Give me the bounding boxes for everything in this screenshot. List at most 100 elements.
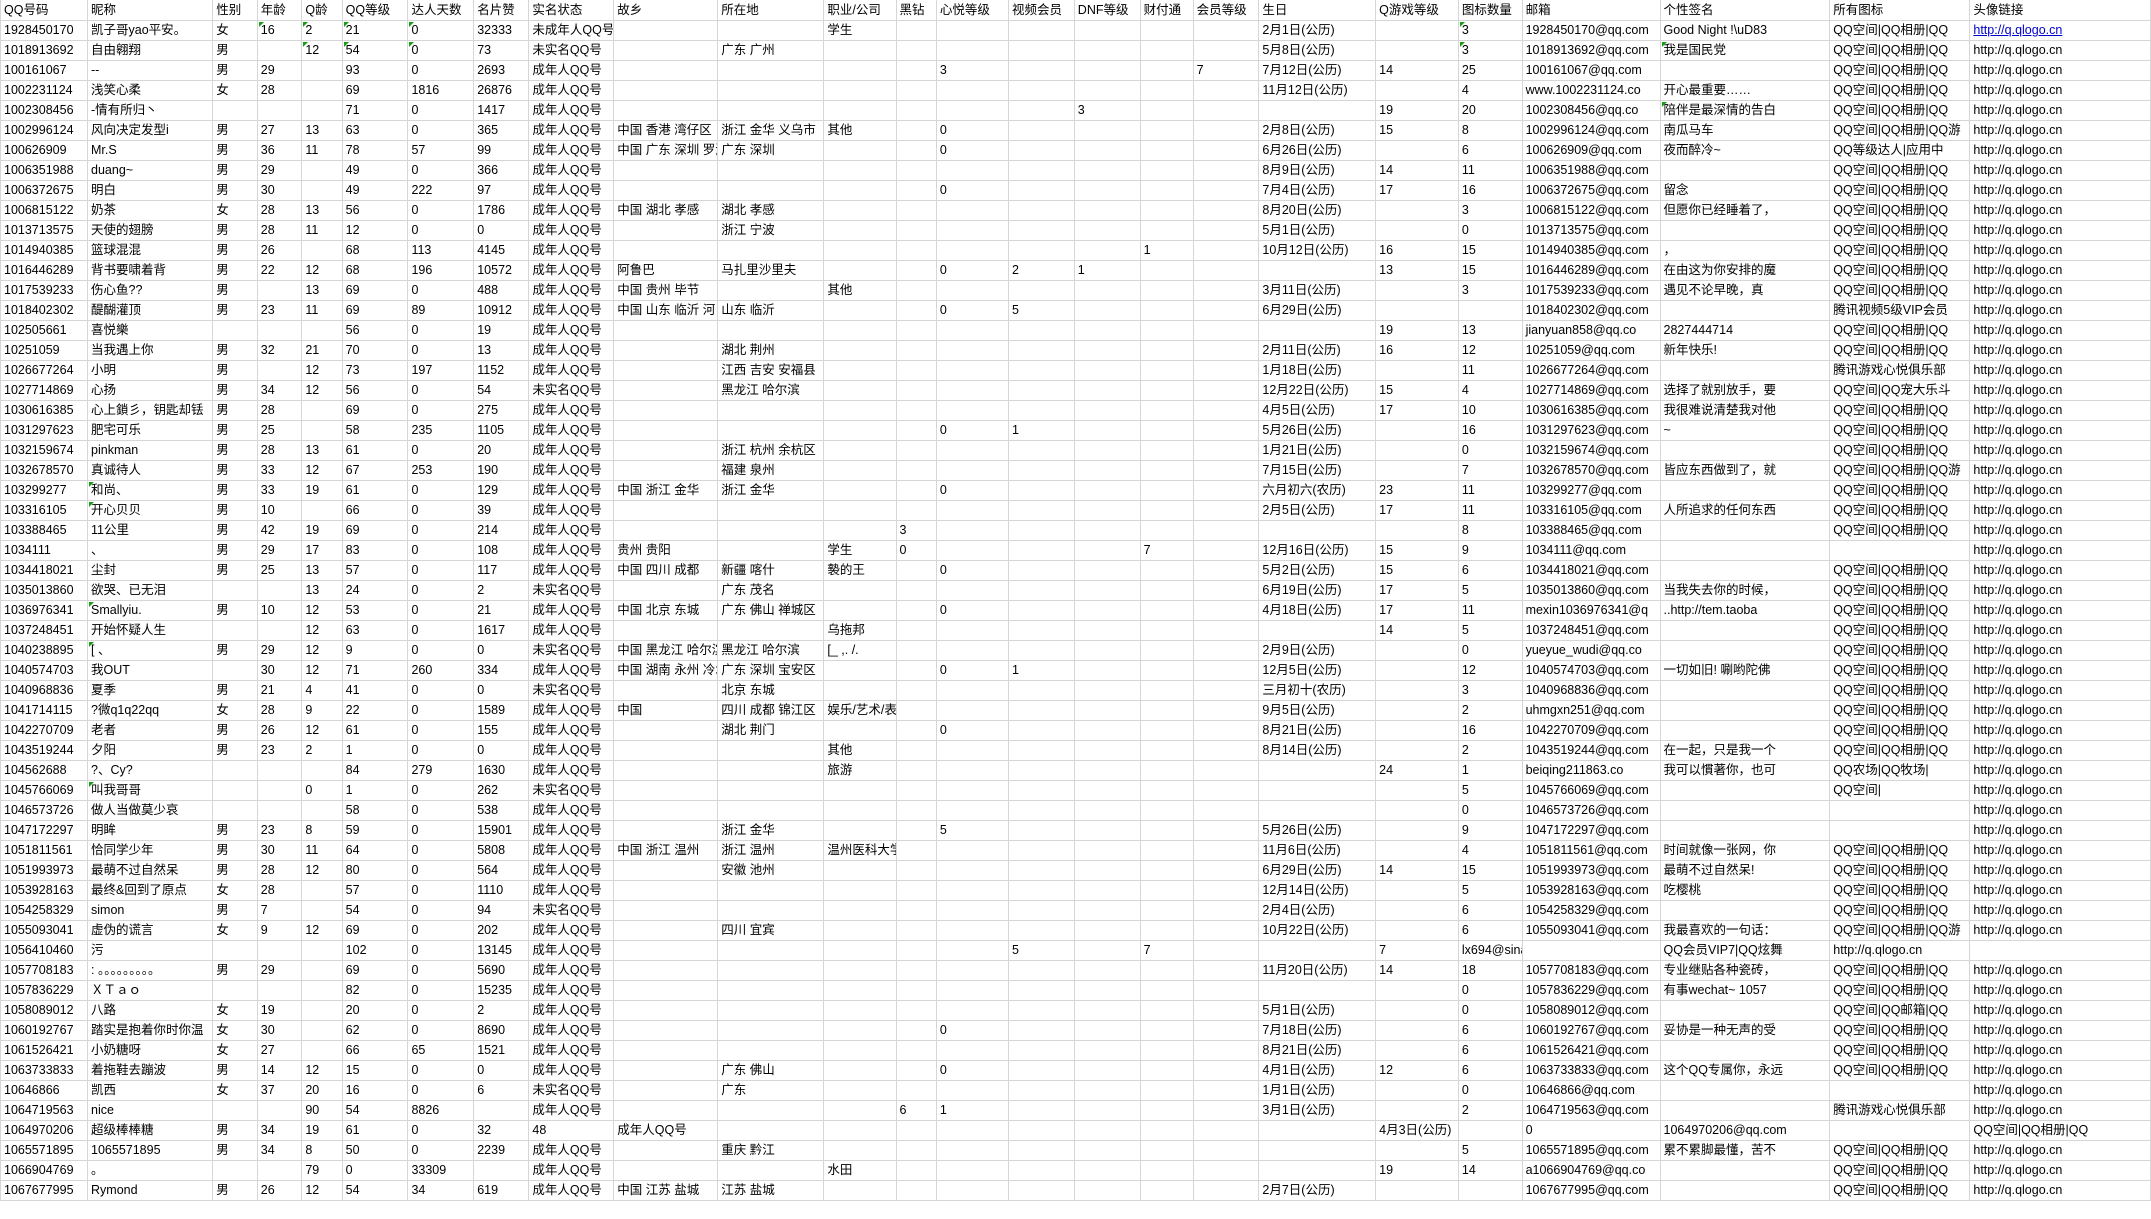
cell-r1-c4[interactable]: 12 <box>301 40 343 61</box>
cell-r16-c8[interactable]: 成年人QQ号 <box>528 340 615 361</box>
cell-r39-c4[interactable] <box>301 800 343 821</box>
cell-r53-c2[interactable]: 女 <box>212 1080 258 1101</box>
cell-r8-c18[interactable]: 7月4日(公历) <box>1258 180 1377 201</box>
cell-r18-c9[interactable] <box>613 380 719 401</box>
cell-r5-c20[interactable]: 8 <box>1457 120 1523 141</box>
cell-r43-c3[interactable]: 28 <box>256 880 303 901</box>
table-row[interactable]: 1014940385 篮球混混男 26 68 113 4145 成年人QQ号 1 10月12日(… <box>0 240 2151 261</box>
column-header-11[interactable]: 职业/公司 <box>823 0 897 21</box>
cell-r23-c4[interactable]: 19 <box>301 480 343 501</box>
cell-r2-c10[interactable] <box>717 60 825 81</box>
cell-r41-c14[interactable] <box>1008 840 1075 861</box>
cell-r49-c6[interactable]: 0 <box>407 1000 475 1021</box>
cell-r26-c7[interactable]: 108 <box>473 540 530 561</box>
cell-r28-c11[interactable] <box>823 580 897 601</box>
cell-r53-c3[interactable]: 37 <box>256 1080 303 1101</box>
cell-r15-c19[interactable]: 19 <box>1375 320 1459 341</box>
cell-r22-c20[interactable]: 7 <box>1457 460 1523 481</box>
cell-r45-c14[interactable] <box>1008 920 1075 941</box>
cell-r35-c0[interactable]: 1042270709 <box>0 720 89 741</box>
cell-r46-c13[interactable] <box>935 940 1010 961</box>
cell-r30-c0[interactable]: 1037248451 <box>0 620 89 641</box>
cell-r46-c17[interactable] <box>1192 940 1260 961</box>
cell-r20-c6[interactable]: 235 <box>407 420 475 441</box>
cell-r32-c23[interactable]: QQ空间|QQ相册|QQ <box>1829 660 1971 681</box>
cell-r53-c0[interactable]: 10646866 <box>0 1080 89 1101</box>
cell-r1-c21[interactable]: 1018913692@qq.com <box>1521 40 1661 61</box>
cell-r51-c18[interactable]: 8月21日(公历) <box>1258 1040 1377 1061</box>
cell-r20-c11[interactable] <box>823 420 897 441</box>
cell-r58-c21[interactable]: 1067677995@qq.com <box>1521 1180 1661 1201</box>
cell-r48-c23[interactable]: QQ空间|QQ相册|QQ <box>1829 980 1971 1001</box>
cell-r47-c13[interactable] <box>935 960 1010 981</box>
cell-r27-c6[interactable]: 0 <box>407 560 475 581</box>
table-row[interactable]: 1046573726 做人当做莫少哀 58 0 538 成年人QQ号 0 1046573726… <box>0 800 2151 821</box>
cell-r28-c18[interactable]: 6月19日(公历) <box>1258 580 1377 601</box>
cell-r54-c11[interactable] <box>823 1100 897 1121</box>
cell-r44-c23[interactable]: QQ空间|QQ相册|QQ <box>1829 900 1971 921</box>
cell-r42-c12[interactable] <box>895 860 937 881</box>
cell-r37-c16[interactable] <box>1139 760 1194 781</box>
cell-r32-c19[interactable] <box>1375 660 1459 681</box>
cell-r37-c6[interactable]: 279 <box>407 760 475 781</box>
cell-r10-c12[interactable] <box>895 220 937 241</box>
cell-r26-c14[interactable] <box>1008 540 1075 561</box>
cell-r20-c14[interactable]: 1 <box>1008 420 1075 441</box>
cell-r13-c24[interactable]: http://q.qlogo.cn <box>1969 280 2151 301</box>
cell-r51-c10[interactable] <box>717 1040 825 1061</box>
cell-r35-c5[interactable]: 61 <box>341 720 409 741</box>
cell-r19-c4[interactable] <box>301 400 343 421</box>
cell-r51-c22[interactable] <box>1659 1040 1831 1061</box>
cell-r6-c20[interactable]: 6 <box>1457 140 1523 161</box>
cell-r4-c10[interactable] <box>717 100 825 121</box>
cell-r18-c23[interactable]: QQ空间|QQ宠大乐斗 <box>1829 380 1971 401</box>
cell-r55-c3[interactable]: 34 <box>256 1120 303 1141</box>
cell-r50-c0[interactable]: 1060192767 <box>0 1020 89 1041</box>
table-row[interactable]: 1032159674 pinkman 男 28 13 61 0 20 成年人QQ号 浙江 杭州 余… <box>0 440 2151 461</box>
cell-r12-c16[interactable] <box>1139 260 1194 281</box>
cell-r14-c22[interactable] <box>1659 300 1831 321</box>
cell-r19-c8[interactable]: 成年人QQ号 <box>528 400 615 421</box>
cell-r36-c9[interactable] <box>613 740 719 761</box>
table-row[interactable]: 1026677264 小明男 12 73 197 1152 成年人QQ号 江西 吉安 安福县 1… <box>0 360 2151 381</box>
cell-r16-c9[interactable] <box>613 340 719 361</box>
cell-r48-c24[interactable]: http://q.qlogo.cn <box>1969 980 2151 1001</box>
cell-r31-c1[interactable]: [ 、 <box>87 640 214 661</box>
cell-r0-c15[interactable] <box>1073 20 1141 41</box>
cell-r47-c18[interactable]: 11月20日(公历) <box>1258 960 1377 981</box>
cell-r24-c0[interactable]: 103316105 <box>0 500 89 521</box>
cell-r18-c18[interactable]: 12月22日(公历) <box>1258 380 1377 401</box>
cell-r4-c21[interactable]: 1002308456@qq.co <box>1521 100 1661 121</box>
cell-r19-c9[interactable] <box>613 400 719 421</box>
cell-r37-c10[interactable] <box>717 760 825 781</box>
cell-r55-c4[interactable]: 19 <box>301 1120 343 1141</box>
cell-r58-c15[interactable] <box>1073 1180 1141 1201</box>
cell-r47-c8[interactable]: 成年人QQ号 <box>528 960 615 981</box>
cell-r38-c4[interactable]: 0 <box>301 780 343 801</box>
cell-r40-c6[interactable]: 0 <box>407 820 475 841</box>
cell-r29-c17[interactable] <box>1192 600 1260 621</box>
cell-r49-c19[interactable] <box>1375 1000 1459 1021</box>
cell-r6-c23[interactable]: QQ等级达人|应用中 <box>1829 140 1971 161</box>
cell-r49-c2[interactable]: 女 <box>212 1000 258 1021</box>
cell-r11-c22[interactable]: ， <box>1659 240 1831 261</box>
cell-r58-c19[interactable] <box>1375 1180 1459 1201</box>
cell-r36-c5[interactable]: 1 <box>341 740 409 761</box>
cell-r20-c2[interactable]: 男 <box>212 420 258 441</box>
cell-r49-c4[interactable] <box>301 1000 343 1021</box>
cell-r23-c9[interactable]: 中国 浙江 金华 <box>613 480 719 501</box>
cell-r34-c12[interactable] <box>895 700 937 721</box>
cell-r52-c2[interactable]: 男 <box>212 1060 258 1081</box>
cell-r11-c19[interactable]: 16 <box>1375 240 1459 261</box>
cell-r42-c23[interactable]: QQ空间|QQ相册|QQ <box>1829 860 1971 881</box>
cell-r39-c17[interactable] <box>1192 800 1260 821</box>
cell-r47-c14[interactable] <box>1008 960 1075 981</box>
cell-r0-c1[interactable]: 凯子哥yao平安。 <box>87 20 214 41</box>
cell-r6-c12[interactable] <box>895 140 937 161</box>
cell-r7-c15[interactable] <box>1073 160 1141 181</box>
cell-r43-c5[interactable]: 57 <box>341 880 409 901</box>
cell-r29-c19[interactable]: 17 <box>1375 600 1459 621</box>
cell-r34-c11[interactable]: 娱乐/艺术/表演 <box>823 700 897 721</box>
cell-r21-c18[interactable]: 1月21日(公历) <box>1258 440 1377 461</box>
cell-r27-c5[interactable]: 57 <box>341 560 409 581</box>
